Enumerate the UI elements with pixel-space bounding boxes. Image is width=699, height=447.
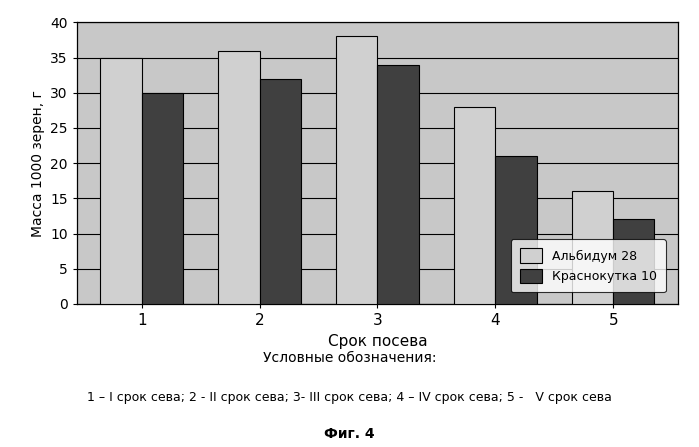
Bar <box>613 219 654 304</box>
Legend: Альбидум 28, Краснокутка 10: Альбидум 28, Краснокутка 10 <box>511 240 665 292</box>
Bar <box>101 58 142 304</box>
Bar <box>336 37 377 304</box>
Bar <box>259 79 301 304</box>
Text: Условные обозначения:: Условные обозначения: <box>263 350 436 365</box>
Bar <box>454 107 496 304</box>
Text: 1 – I срок сева; 2 - II срок сева; 3- III срок сева; 4 – IV срок сева; 5 -   V с: 1 – I срок сева; 2 - II срок сева; 3- II… <box>87 391 612 405</box>
Bar <box>142 93 183 304</box>
Bar <box>572 191 613 304</box>
Text: Фиг. 4: Фиг. 4 <box>324 426 375 441</box>
Bar <box>377 64 419 304</box>
Y-axis label: Масса 1000 зерен, г: Масса 1000 зерен, г <box>31 90 45 236</box>
Bar <box>218 51 259 304</box>
Bar <box>496 156 537 304</box>
X-axis label: Срок посева: Срок посева <box>328 333 427 349</box>
